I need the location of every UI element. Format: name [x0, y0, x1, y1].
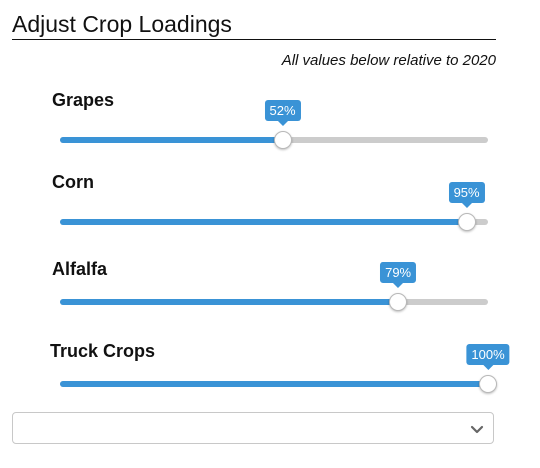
slider-label-truck-crops: Truck Crops — [50, 341, 156, 361]
slider-thumb[interactable] — [389, 293, 408, 311]
slider-fill — [60, 137, 283, 143]
value-bubble: 100% — [466, 344, 510, 370]
slider-corn[interactable]: 95% — [60, 182, 488, 231]
slider-alfalfa[interactable]: 79% — [60, 262, 488, 311]
relative-note: All values below relative to 2020 — [281, 52, 496, 69]
value-bubble: 79% — [380, 262, 417, 288]
slider-thumb[interactable] — [457, 213, 476, 231]
panel-title: Adjust Crop Loadings — [12, 10, 496, 40]
slider-grapes[interactable]: 52% — [60, 100, 488, 149]
chevron-down-icon[interactable] — [469, 421, 485, 437]
slider-thumb[interactable] — [479, 375, 497, 393]
slider-truck-crops[interactable]: 100% — [60, 344, 510, 393]
value-bubble: 95% — [448, 182, 485, 208]
slider-thumb[interactable] — [273, 131, 292, 149]
slider-fill — [60, 381, 488, 387]
slider-label-grapes: Grapes — [52, 90, 115, 110]
slider-fill — [60, 219, 467, 225]
slider-fill — [60, 299, 399, 305]
crop-select-dropdown[interactable] — [12, 412, 494, 444]
slider-label-alfalfa: Alfalfa — [52, 259, 108, 279]
value-bubble: 52% — [264, 100, 301, 126]
slider-label-corn: Corn — [52, 172, 94, 192]
